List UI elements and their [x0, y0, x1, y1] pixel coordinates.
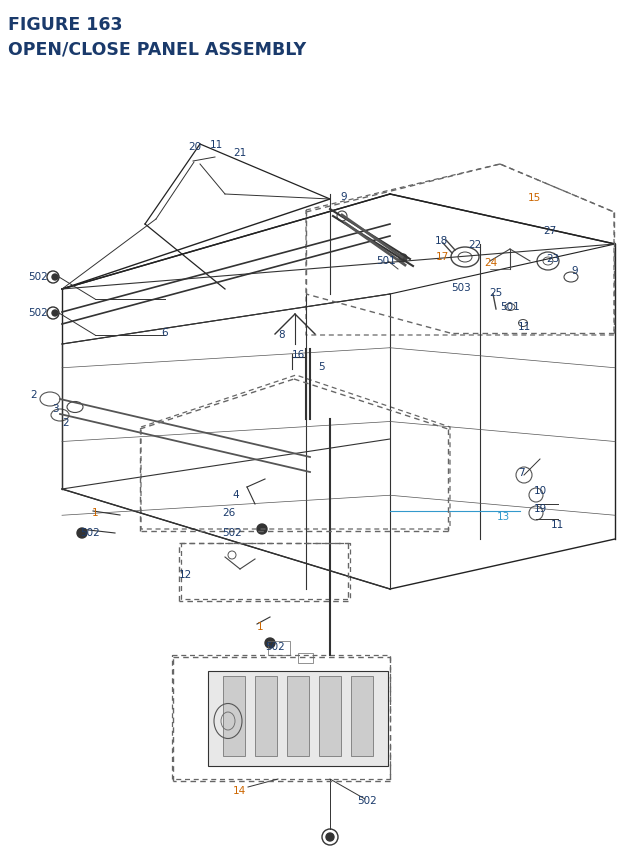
- Text: 8: 8: [278, 330, 285, 339]
- Text: 501: 501: [376, 256, 396, 266]
- Text: 2: 2: [30, 389, 36, 400]
- Text: 502: 502: [222, 528, 242, 537]
- Text: 19: 19: [534, 504, 547, 513]
- Circle shape: [77, 529, 87, 538]
- Text: 501: 501: [500, 301, 520, 312]
- Text: 18: 18: [435, 236, 448, 245]
- Text: 2: 2: [62, 418, 68, 428]
- Text: 26: 26: [222, 507, 236, 517]
- Text: 21: 21: [233, 148, 246, 158]
- Text: 27: 27: [543, 226, 556, 236]
- Bar: [319, 676, 341, 756]
- Text: 502: 502: [28, 272, 48, 282]
- Text: 502: 502: [28, 307, 48, 318]
- Text: 22: 22: [468, 239, 481, 250]
- Text: 23: 23: [546, 254, 559, 263]
- Bar: [255, 676, 277, 756]
- Text: 503: 503: [451, 282, 471, 293]
- Text: 1: 1: [92, 507, 99, 517]
- Text: 24: 24: [484, 257, 497, 268]
- Text: 3: 3: [52, 404, 59, 413]
- Text: 4: 4: [232, 489, 239, 499]
- Bar: [208, 672, 388, 766]
- Text: 6: 6: [161, 328, 168, 338]
- Text: 502: 502: [265, 641, 285, 651]
- Circle shape: [399, 255, 407, 263]
- Circle shape: [265, 638, 275, 648]
- Text: 25: 25: [489, 288, 502, 298]
- Text: OPEN/CLOSE PANEL ASSEMBLY: OPEN/CLOSE PANEL ASSEMBLY: [8, 40, 306, 58]
- Bar: [287, 676, 309, 756]
- Bar: [351, 676, 373, 756]
- Circle shape: [326, 833, 334, 841]
- Text: 11: 11: [518, 322, 531, 331]
- Bar: [223, 676, 245, 756]
- Text: 11: 11: [210, 139, 223, 150]
- Text: 16: 16: [292, 350, 305, 360]
- Text: 502: 502: [80, 528, 100, 537]
- Text: FIGURE 163: FIGURE 163: [8, 16, 122, 34]
- Text: 11: 11: [551, 519, 564, 530]
- Text: 17: 17: [436, 251, 449, 262]
- Text: 12: 12: [179, 569, 192, 579]
- Text: 1: 1: [257, 622, 264, 631]
- Text: 15: 15: [528, 193, 541, 202]
- Text: 502: 502: [357, 795, 377, 805]
- Text: 5: 5: [318, 362, 324, 372]
- Bar: [268, 641, 290, 655]
- Text: 10: 10: [534, 486, 547, 495]
- Text: 20: 20: [188, 142, 201, 152]
- Bar: [298, 653, 313, 663]
- Text: 13: 13: [497, 511, 510, 522]
- Text: 9: 9: [340, 192, 347, 201]
- Text: 7: 7: [518, 468, 525, 478]
- Circle shape: [257, 524, 267, 535]
- Circle shape: [52, 311, 58, 317]
- Text: 9: 9: [571, 266, 578, 276]
- Circle shape: [52, 275, 58, 281]
- Text: 14: 14: [233, 785, 246, 795]
